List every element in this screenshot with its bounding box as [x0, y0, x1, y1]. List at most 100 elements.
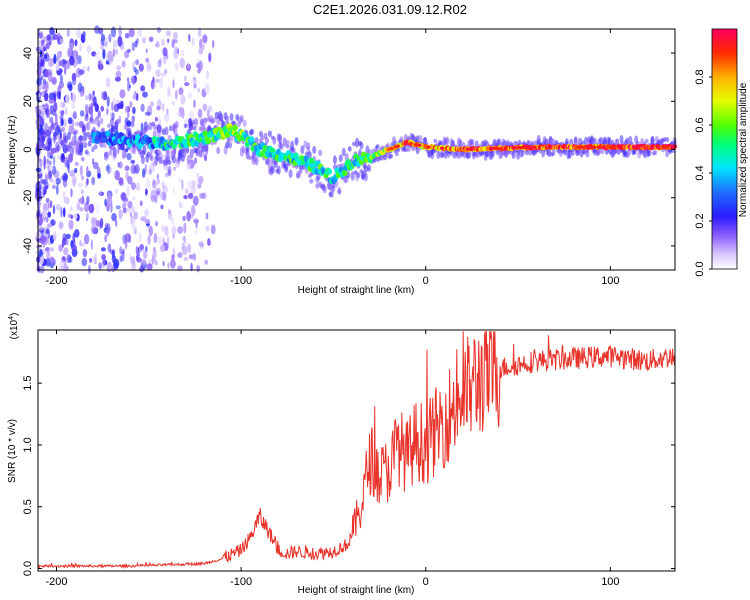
spectrogram-noise-cell	[48, 247, 55, 252]
spectrogram-noise-cell	[196, 178, 201, 185]
spectrogram-noise-cell	[163, 186, 169, 193]
spectrogram-noise-cell	[174, 62, 179, 72]
spectrogram-halo-cell	[40, 137, 45, 146]
spectrogram-halo-cell	[43, 127, 48, 133]
spectrogram-noise-cell	[110, 26, 117, 38]
spectrogram-noise-cell	[64, 257, 67, 268]
spectrogram-halo-cell	[338, 154, 343, 163]
spectrogram-noise-cell	[161, 225, 165, 232]
spectrogram-halo-cell	[192, 125, 197, 131]
spectrogram-ridge-cell	[232, 124, 238, 131]
spectrogram-noise-cell	[171, 38, 175, 49]
spectrogram-noise-cell	[164, 69, 168, 75]
spectrogram-noise-cell	[70, 214, 73, 219]
spectrogram-halo-cell	[166, 149, 170, 156]
spectrogram-noise-cell	[43, 210, 47, 218]
spectrogram-noise-cell	[119, 89, 126, 99]
spectrogram-noise-cell	[108, 33, 112, 43]
spectrogram-peak-cell	[393, 145, 399, 149]
spectrogram-noise-cell	[92, 161, 99, 170]
spectrogram-noise-cell	[138, 63, 144, 72]
spectrogram-halo-cell	[211, 117, 216, 123]
spectrogram-halo-cell	[140, 155, 145, 165]
spectrogram-halo-cell	[182, 151, 187, 158]
spectrogram-noise-cell	[80, 242, 86, 247]
spectrogram-noise-cell	[77, 55, 82, 65]
spectrogram-noise-cell	[91, 146, 95, 153]
spectrogram-noise-cell	[43, 182, 49, 188]
spectrogram-peak-cell	[469, 147, 474, 151]
spectrogram-noise-cell	[98, 262, 102, 270]
spectrogram-noise-cell	[173, 166, 177, 171]
spectrogram-noise-cell	[51, 179, 57, 184]
spectrogram-noise-cell	[129, 101, 133, 109]
spectrogram-halo-cell	[168, 125, 173, 132]
spectrogram-noise-cell	[45, 43, 48, 52]
spectrogram-noise-cell	[104, 234, 108, 243]
spectrogram-noise-cell	[99, 190, 102, 197]
spectrogram-noise-cell	[78, 69, 85, 75]
spectrogram-noise-cell	[71, 92, 76, 103]
spectrogram-noise-cell	[53, 29, 56, 36]
spectrogram-noise-cell	[181, 242, 185, 251]
colorbar-tick-label: 0.0	[694, 261, 706, 276]
spectrogram-noise-cell	[146, 62, 152, 72]
spectrogram-halo-cell	[615, 138, 619, 144]
spectrogram-noise-cell	[135, 93, 139, 101]
spectrogram-noise-cell	[152, 179, 157, 189]
spectrogram-halo-cell	[389, 154, 393, 159]
spectrogram-peak-cell	[532, 145, 537, 149]
spectrogram-noise-cell	[194, 228, 198, 236]
spectrogram-noise-cell	[208, 52, 212, 63]
spectrogram-peak-cell	[465, 147, 470, 151]
spectrogram-peak-cell	[523, 145, 529, 149]
spectrogram-noise-cell	[74, 39, 78, 47]
spectrogram-noise-cell	[58, 52, 62, 59]
spectrogram-halo-cell	[157, 127, 162, 138]
spectrogram-noise-cell	[148, 225, 153, 237]
spectrogram-noise-cell	[182, 235, 186, 242]
spectrogram-noise-cell	[86, 165, 89, 174]
spectrogram-halo-cell	[547, 148, 552, 158]
spectrogram-halo-cell	[366, 167, 371, 172]
spectrogram-noise-cell	[59, 38, 64, 45]
spectrogram-y-tick-label: 20	[22, 95, 34, 107]
spectrogram-noise-cell	[76, 28, 81, 39]
spectrogram-noise-cell	[168, 208, 171, 215]
spectrogram-noise-cell	[148, 36, 154, 43]
spectrogram-noise-cell	[60, 118, 64, 127]
spectrogram-halo-cell	[347, 146, 352, 152]
spectrogram-noise-cell	[69, 38, 75, 49]
spectrogram-halo-cell	[436, 151, 441, 159]
spectrogram-noise-cell	[88, 93, 92, 101]
spectrogram-halo-cell	[247, 155, 252, 161]
spectrogram-halo-cell	[573, 136, 578, 144]
spectrogram-noise-cell	[126, 185, 130, 197]
spectrogram-peak-cell	[512, 146, 517, 150]
spectrogram-noise-cell	[67, 47, 72, 58]
spectrogram-noise-cell	[42, 202, 47, 213]
spectrogram-noise-cell	[66, 159, 70, 169]
spectrogram-noise-cell	[187, 192, 194, 199]
spectrogram-halo-cell	[101, 127, 105, 132]
spectrogram-peak-cell	[489, 146, 495, 151]
spectrogram-noise-cell	[130, 182, 136, 191]
spectrogram-y-axis-title: Frequency (Hz)	[7, 116, 18, 185]
spectrogram-noise-cell	[162, 47, 168, 57]
spectrogram-halo-cell	[52, 109, 57, 117]
spectrogram-ridge-cell	[342, 169, 348, 176]
spectrogram-noise-cell	[161, 38, 165, 47]
spectrogram-noise-cell	[47, 165, 50, 173]
spectrogram-noise-cell	[127, 200, 133, 209]
spectrogram-noise-cell	[36, 77, 42, 86]
spectrogram-noise-cell	[145, 178, 151, 189]
spectrogram-noise-cell	[40, 235, 47, 243]
spectrogram-noise-cell	[62, 233, 67, 241]
spectrogram-noise-cell	[62, 207, 66, 218]
spectrogram-noise-cell	[153, 232, 158, 244]
spectrogram-noise-cell	[205, 212, 209, 220]
spectrogram-halo-cell	[201, 145, 206, 153]
spectrogram-noise-cell	[55, 177, 61, 185]
spectrogram-noise-cell	[118, 177, 124, 186]
spectrogram-halo-cell	[171, 154, 176, 164]
